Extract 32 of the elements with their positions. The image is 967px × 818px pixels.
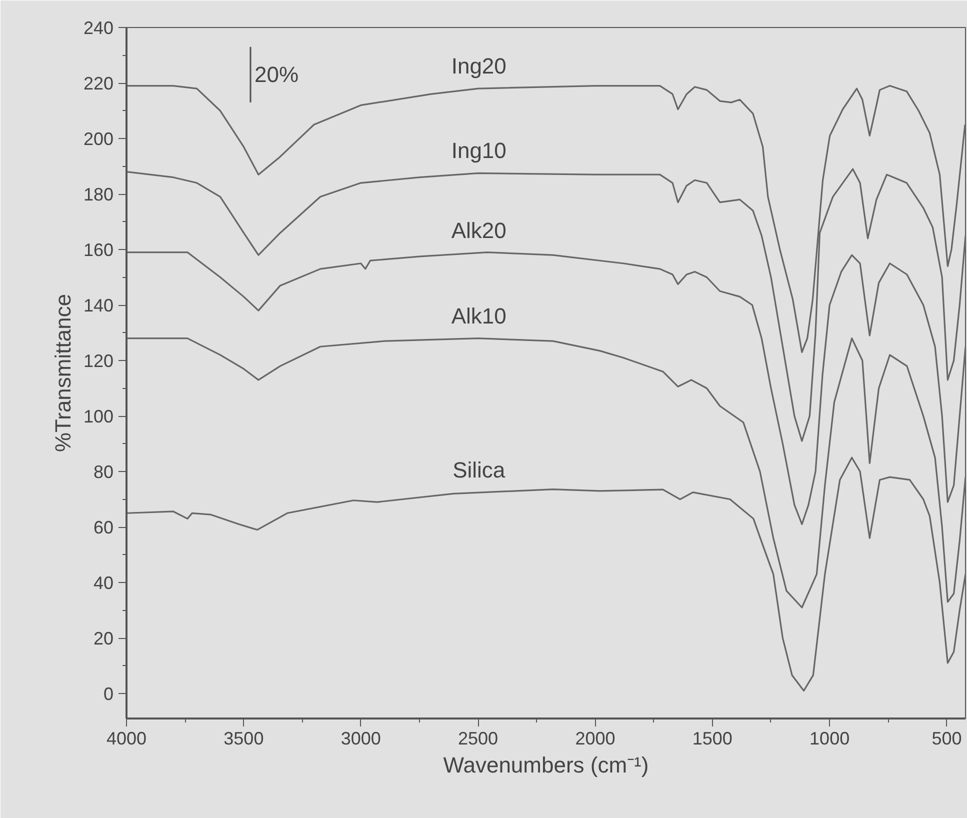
x-axis-title: Wavenumbers (cm⁻¹) bbox=[443, 752, 649, 778]
y-tick-label: 240 bbox=[83, 18, 114, 38]
x-tick-label: 4000 bbox=[106, 728, 147, 748]
x-tick-label: 1500 bbox=[692, 728, 732, 748]
x-tick-label: 2500 bbox=[458, 728, 498, 748]
x-tick-label: 1000 bbox=[810, 728, 850, 748]
y-tick-label: 0 bbox=[103, 684, 114, 704]
y-tick-label: 140 bbox=[83, 296, 114, 316]
y-tick-label: 220 bbox=[83, 74, 114, 94]
series-label: Alk20 bbox=[451, 218, 506, 243]
y-tick-label: 120 bbox=[83, 351, 114, 372]
y-tick-label: 40 bbox=[93, 573, 114, 594]
x-tick-label: 500 bbox=[932, 728, 962, 748]
y-tick-label: 20 bbox=[93, 628, 114, 649]
y-tick-label: 60 bbox=[93, 518, 114, 538]
x-tick-label: 3000 bbox=[340, 728, 381, 748]
x-tick-label: 3500 bbox=[224, 728, 264, 748]
y-tick-label: 100 bbox=[83, 406, 114, 427]
series-label: Alk10 bbox=[451, 303, 506, 328]
line-series bbox=[126, 456, 966, 692]
y-tick-label: 80 bbox=[93, 462, 114, 482]
y-tick-label: 200 bbox=[83, 129, 114, 150]
y-tick-label: 180 bbox=[83, 184, 114, 205]
y-tick-label: 160 bbox=[83, 240, 114, 260]
series-label: Ing10 bbox=[451, 138, 506, 164]
annotation: 20% bbox=[254, 62, 299, 88]
series-label: Silica bbox=[452, 458, 506, 483]
y-axis-title: %Transmittance bbox=[50, 294, 76, 452]
line-series bbox=[126, 251, 966, 526]
series-label: Ing20 bbox=[451, 54, 506, 79]
line-series bbox=[126, 338, 966, 608]
x-tick-label: 2000 bbox=[575, 728, 616, 748]
